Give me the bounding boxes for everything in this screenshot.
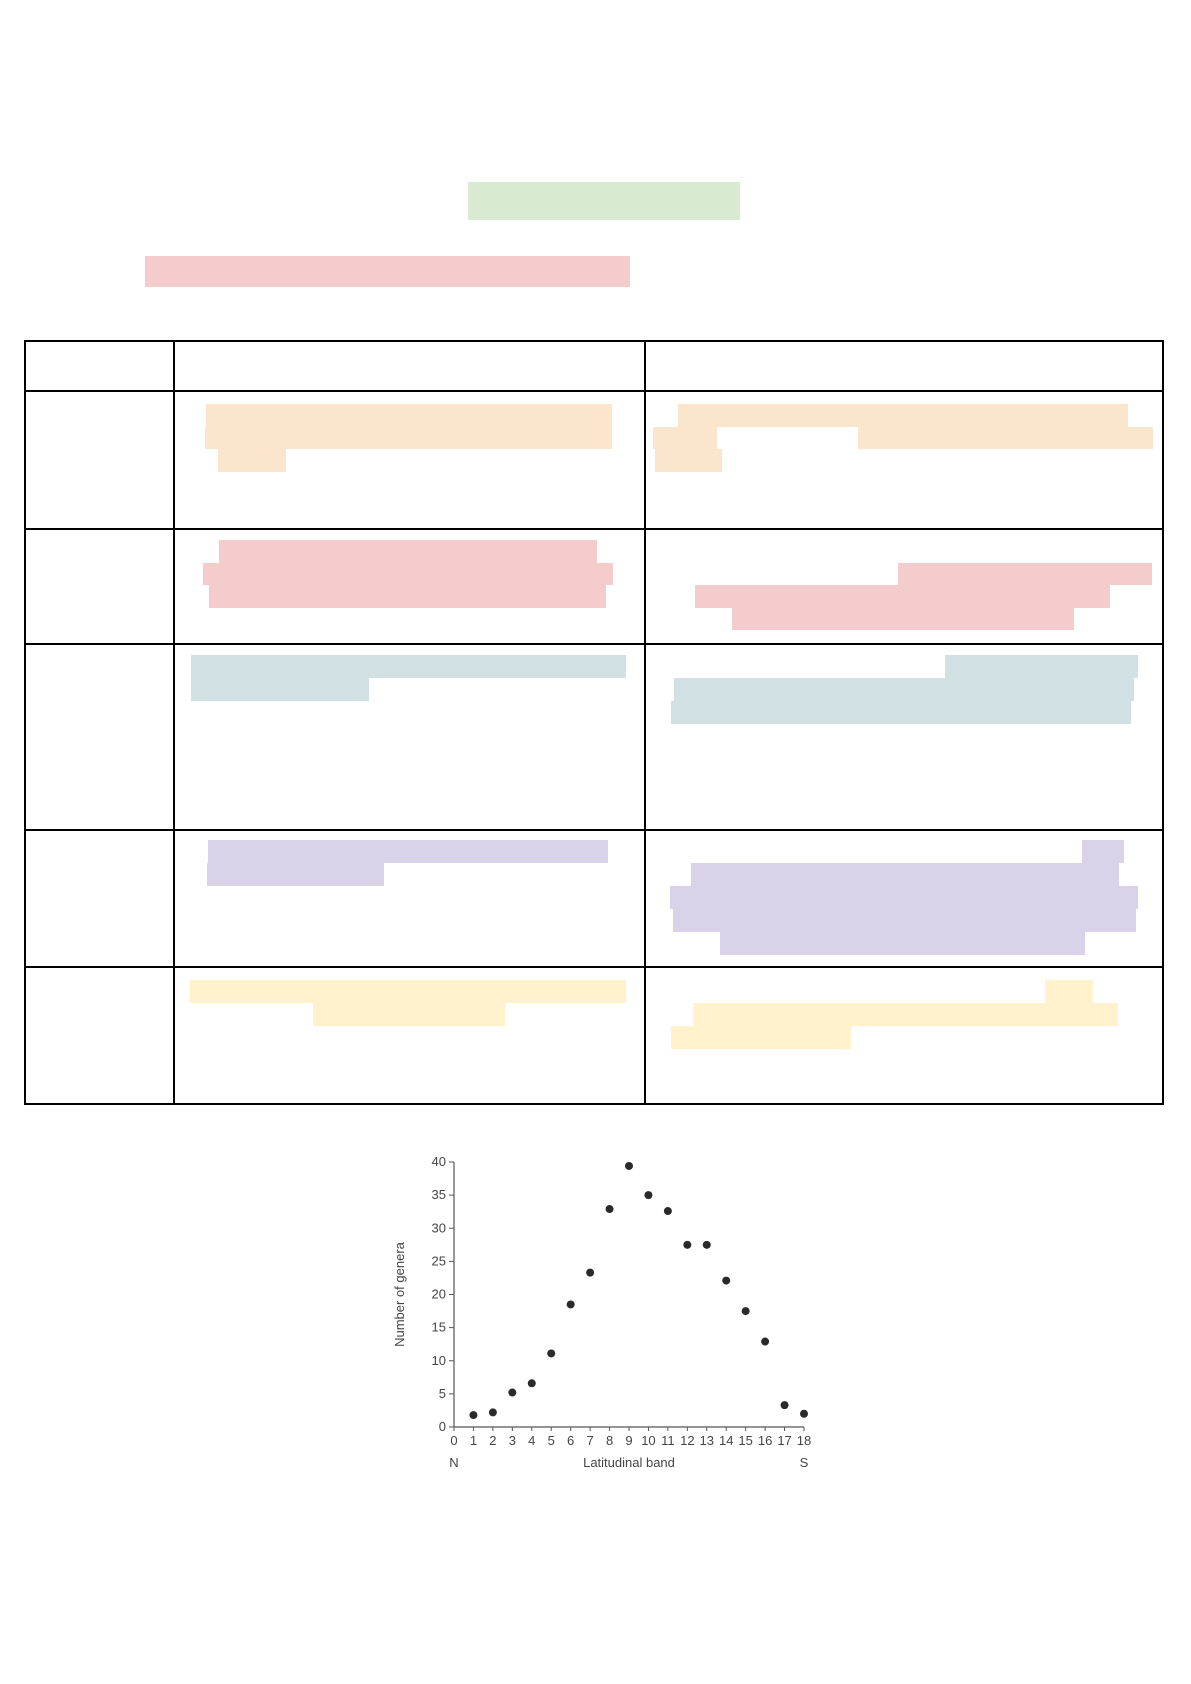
y-tick-label: 30 <box>432 1220 446 1235</box>
row4-col2-highlight <box>207 863 384 886</box>
row2-col3-highlight <box>695 585 1110 608</box>
row4-col3-highlight <box>1082 840 1124 863</box>
table-border-top <box>24 340 1164 342</box>
row5-col3-highlight <box>693 1003 1118 1026</box>
data-point <box>683 1240 692 1249</box>
row1-col3-highlight <box>678 404 1128 427</box>
row2-col3-highlight <box>898 563 1152 585</box>
x-tick-label: 10 <box>641 1433 655 1448</box>
row2-col2-highlight <box>203 563 613 585</box>
x-tick-label: 12 <box>680 1433 694 1448</box>
data-point <box>625 1161 633 1170</box>
y-tick-label: 40 <box>432 1154 446 1169</box>
x-tick-label: 9 <box>625 1433 632 1448</box>
x-tick-label: 17 <box>777 1433 791 1448</box>
x-tick-label: 7 <box>586 1433 593 1448</box>
x-tick-label: 8 <box>606 1433 613 1448</box>
y-axis-label: Number of genera <box>392 1241 407 1347</box>
y-tick-label: 20 <box>432 1287 446 1302</box>
x-axis-label: Latitudinal band <box>583 1455 675 1470</box>
row5-col3-highlight <box>671 1026 851 1049</box>
row2-col2-highlight <box>219 540 597 563</box>
data-point <box>761 1337 770 1346</box>
data-point <box>527 1379 536 1388</box>
data-point <box>780 1401 789 1410</box>
y-tick-label: 15 <box>432 1320 446 1335</box>
row5-col2-highlight <box>190 980 626 1003</box>
row3-col3-highlight <box>671 701 1131 724</box>
data-point <box>586 1268 595 1277</box>
data-point <box>508 1388 517 1397</box>
x-tick-label: 11 <box>661 1433 675 1448</box>
data-point <box>800 1409 808 1418</box>
x-tick-label: 13 <box>700 1433 714 1448</box>
y-tick-label: 25 <box>432 1253 446 1268</box>
row5-col2-highlight <box>313 1003 505 1026</box>
row1-col2-highlight <box>205 427 612 449</box>
data-point <box>547 1349 556 1358</box>
x-tick-label: 5 <box>548 1433 555 1448</box>
x-axis-south-label: S <box>800 1455 809 1470</box>
row1-col3-highlight <box>653 427 717 449</box>
table-border-right <box>1162 340 1164 1105</box>
x-tick-label: 0 <box>450 1433 457 1448</box>
data-point <box>605 1205 614 1214</box>
x-tick-label: 14 <box>719 1433 733 1448</box>
row2-col2-highlight <box>209 585 606 608</box>
table-row-divider-4 <box>24 966 1164 968</box>
x-tick-label: 3 <box>509 1433 516 1448</box>
y-tick-label: 10 <box>432 1353 446 1368</box>
table-border-bottom <box>24 1103 1164 1105</box>
genera-latitude-chart: 0 5 10 15 20 25 30 35 40 0 1 2 3 4 5 6 7 8 9 10 11 12 13 14 15 16… <box>380 1125 830 1470</box>
y-tick-label: 5 <box>439 1386 446 1401</box>
table-divider-col2 <box>644 340 646 1105</box>
title-highlight <box>468 182 740 220</box>
x-tick-label: 1 <box>470 1433 477 1448</box>
x-tick-label: 18 <box>797 1433 811 1448</box>
subtitle-highlight <box>145 256 630 287</box>
table-row-divider-2 <box>24 643 1164 645</box>
x-tick-label: 4 <box>528 1433 535 1448</box>
row3-col2-highlight <box>191 655 626 678</box>
x-tick-label: 2 <box>489 1433 496 1448</box>
row5-col3-highlight <box>1045 980 1093 1003</box>
table-row-divider-3 <box>24 829 1164 831</box>
data-point <box>702 1240 711 1249</box>
x-tick-label: 6 <box>567 1433 574 1448</box>
row1-col2-highlight <box>206 404 612 427</box>
x-axis-north-label: N <box>449 1455 458 1470</box>
row3-col2-highlight <box>191 678 369 701</box>
table-border-left <box>24 340 26 1105</box>
row1-col2-highlight <box>218 449 286 472</box>
comparison-table <box>24 340 1164 1105</box>
y-tick-label: 0 <box>439 1419 446 1434</box>
table-row-divider-1 <box>24 528 1164 530</box>
data-point <box>741 1307 750 1316</box>
x-tick-label: 16 <box>758 1433 772 1448</box>
table-divider-col1 <box>173 340 175 1105</box>
data-point <box>566 1300 575 1309</box>
row4-col2-highlight <box>208 840 608 863</box>
row1-col3-highlight <box>655 449 722 472</box>
row4-col3-highlight <box>673 909 1136 932</box>
data-point <box>469 1411 478 1420</box>
row4-col3-highlight <box>670 886 1138 909</box>
row4-col3-highlight <box>691 863 1119 886</box>
row4-col3-highlight <box>720 932 1085 955</box>
y-tick-label: 35 <box>432 1187 446 1202</box>
data-point <box>644 1191 653 1200</box>
row1-col3-highlight <box>858 427 1153 449</box>
data-point <box>488 1408 497 1417</box>
table-header-divider <box>24 390 1164 392</box>
data-point <box>722 1276 731 1285</box>
row3-col3-highlight <box>674 678 1134 701</box>
row2-col3-highlight <box>732 608 1074 630</box>
x-tick-label: 15 <box>738 1433 752 1448</box>
data-point <box>663 1207 672 1216</box>
row3-col3-highlight <box>945 655 1138 678</box>
